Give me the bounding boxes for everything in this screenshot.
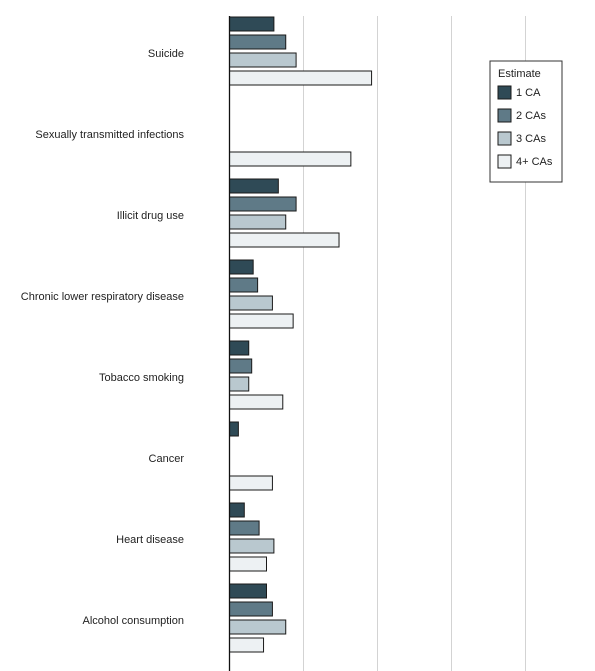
legend-label: 4+ CAs bbox=[516, 156, 553, 168]
bar-3-cas bbox=[229, 538, 275, 554]
bar-2-cas bbox=[229, 277, 259, 293]
bar-4-cas bbox=[229, 637, 265, 653]
category-label: Cancer bbox=[149, 453, 185, 465]
bar-3-cas bbox=[229, 376, 250, 392]
bar-4-cas bbox=[229, 475, 273, 491]
category-label: Tobacco smoking bbox=[99, 372, 184, 384]
legend-swatch bbox=[497, 85, 512, 100]
bar-1-ca bbox=[229, 259, 254, 275]
bar-2-cas bbox=[229, 34, 287, 50]
bar-3-cas bbox=[229, 214, 287, 230]
legend: Estimate 1 CA 2 CAs 3 CAs 4+ CAs bbox=[489, 60, 563, 183]
bar-1-ca bbox=[229, 583, 267, 599]
legend-swatch bbox=[497, 131, 512, 146]
bar-3-cas bbox=[229, 52, 297, 68]
category-labels: Suicide Sexually transmitted infections Il… bbox=[21, 48, 185, 627]
legend-label: 3 CAs bbox=[516, 133, 546, 145]
category-label: Heart disease bbox=[116, 534, 184, 546]
bar-1-ca bbox=[229, 340, 250, 356]
category-label: Sexually transmitted infections bbox=[35, 129, 184, 141]
legend-label: 2 CAs bbox=[516, 110, 546, 122]
bar-4-cas bbox=[229, 313, 294, 329]
bar-4-cas bbox=[229, 232, 340, 248]
category-label: Alcohol consumption bbox=[82, 615, 184, 627]
bar-2-cas bbox=[229, 196, 297, 212]
bar-4-cas bbox=[229, 556, 267, 572]
bar-4-cas bbox=[229, 394, 284, 410]
bar-3-cas bbox=[229, 295, 273, 311]
bar-1-ca bbox=[229, 16, 275, 32]
bar-2-cas bbox=[229, 520, 260, 536]
bar-1-ca bbox=[229, 421, 239, 437]
bar-4-cas bbox=[229, 151, 352, 167]
legend-swatch bbox=[497, 154, 512, 169]
legend-title: Estimate bbox=[498, 68, 541, 80]
category-label: Illicit drug use bbox=[117, 210, 184, 222]
category-label: Suicide bbox=[148, 48, 184, 60]
bar-1-ca bbox=[229, 178, 279, 194]
bar-2-cas bbox=[229, 601, 273, 617]
legend-swatch bbox=[497, 108, 512, 123]
bar-3-cas bbox=[229, 619, 287, 635]
legend-label: 1 CA bbox=[516, 87, 541, 99]
bars bbox=[229, 16, 373, 653]
bar-2-cas bbox=[229, 358, 253, 374]
category-label: Chronic lower respiratory disease bbox=[21, 291, 184, 303]
legend-items: 1 CA 2 CAs 3 CAs 4+ CAs bbox=[497, 85, 553, 169]
bar-1-ca bbox=[229, 502, 245, 518]
bar-4-cas bbox=[229, 70, 373, 86]
